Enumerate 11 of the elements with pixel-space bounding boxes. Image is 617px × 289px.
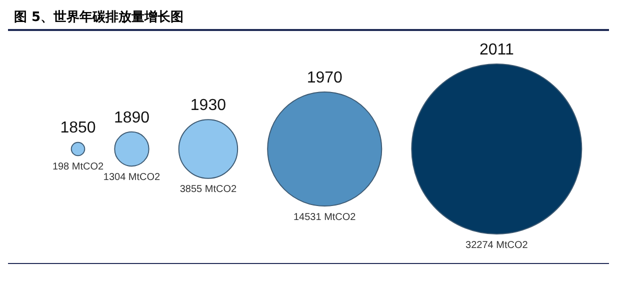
text: 图 5、世界年碳排放量增长图 xyxy=(8,8,609,31)
category-label: 1890 xyxy=(114,109,150,126)
data-label: 198 MtCO2 xyxy=(52,161,104,172)
category-label: 1930 xyxy=(190,97,226,114)
data-label: 14531 MtCO2 xyxy=(293,212,356,223)
category-label: 1850 xyxy=(60,120,96,137)
data-label: 1304 MtCO2 xyxy=(103,172,161,183)
data-label: 3855 MtCO2 xyxy=(180,184,237,196)
category-label: 1970 xyxy=(306,69,343,86)
category-label: 2011 xyxy=(479,41,514,58)
data-label: 32274 MtCO2 xyxy=(466,240,528,251)
